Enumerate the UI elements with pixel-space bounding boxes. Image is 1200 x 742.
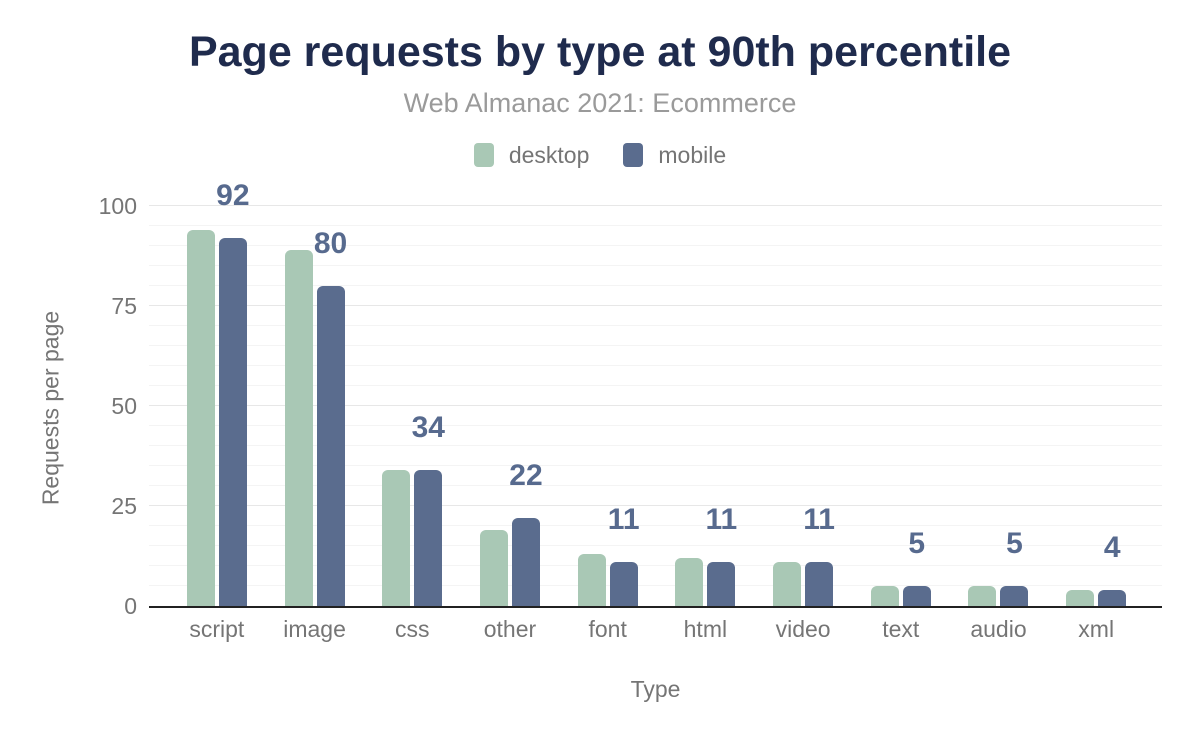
x-category-label-video: video <box>775 616 831 642</box>
gridline-minor-60 <box>149 365 1162 366</box>
gridline-major-100 <box>149 205 1162 206</box>
gridline-minor-55 <box>149 385 1162 386</box>
gridline-minor-85 <box>149 265 1162 266</box>
gridline-minor-95 <box>149 225 1162 226</box>
gridline-minor-90 <box>149 245 1162 246</box>
gridline-minor-10 <box>149 565 1162 566</box>
value-label-video: 11 <box>803 503 835 536</box>
value-label-other: 22 <box>509 459 543 492</box>
gridline-minor-35 <box>149 465 1162 466</box>
value-label-audio: 5 <box>1006 527 1023 560</box>
bar-mobile-xml: 4 <box>1098 533 1127 606</box>
value-label-text: 5 <box>908 527 926 560</box>
bar-desktop-script <box>186 230 215 606</box>
value-label-font: 11 <box>607 503 640 536</box>
category-slot-video: 11 <box>754 186 852 606</box>
legend-swatch-mobile <box>623 143 644 167</box>
chart-title: Page requests by type at 90th percentile <box>188 28 1012 76</box>
bar-mobile-text: 5 <box>902 529 931 606</box>
legend-label-desktop: desktop <box>508 141 590 168</box>
bar-desktop-other <box>479 530 508 606</box>
gridline-major-50 <box>149 405 1162 406</box>
bar-mobile-html: 11 <box>706 505 737 606</box>
category-slot-other: 22 <box>461 186 559 606</box>
bar-desktop-xml <box>1066 590 1095 606</box>
category-slot-audio: 5 <box>950 186 1048 606</box>
legend-item-desktop: desktop <box>473 141 590 169</box>
bar-mobile-script: 92 <box>216 181 250 606</box>
x-category-label-script: script <box>189 616 245 642</box>
category-slot-font: 11 <box>559 186 657 606</box>
y-tick-label-0: 0 <box>124 593 137 619</box>
y-tick-label-25: 25 <box>111 493 137 519</box>
bar-mobile-font: 11 <box>608 505 640 606</box>
y-tick-label-50: 50 <box>111 393 137 419</box>
bar-mobile-audio: 5 <box>1000 529 1029 606</box>
x-category-label-xml: xml <box>1078 616 1115 642</box>
y-axis-title: Requests per page <box>37 310 64 506</box>
category-slot-html: 11 <box>657 186 755 606</box>
x-category-label-text: text <box>882 616 920 642</box>
bar-slots: 92 80 34 22 11 11 11 5 5 4 <box>168 181 1145 606</box>
bar-desktop-audio <box>968 586 997 606</box>
gridline-minor-40 <box>149 445 1162 446</box>
x-axis-title: Type <box>630 676 681 702</box>
gridline-minor-45 <box>149 425 1162 426</box>
legend: desktop mobile <box>0 141 1200 169</box>
bar-desktop-text <box>870 586 899 606</box>
gridline-minor-30 <box>149 485 1162 486</box>
gridline-major-75 <box>149 305 1162 306</box>
bar-mobile-image: 80 <box>314 229 347 606</box>
bar-desktop-html <box>675 558 704 606</box>
bar-desktop-font <box>577 554 606 606</box>
bar-mobile-css: 34 <box>412 413 445 606</box>
bar-desktop-css <box>382 470 411 606</box>
category-slot-css: 34 <box>363 186 461 606</box>
category-slot-image: 80 <box>266 186 364 606</box>
value-label-script: 92 <box>216 179 250 212</box>
gridline-minor-80 <box>149 285 1162 286</box>
y-tick-label-75: 75 <box>111 293 137 319</box>
bar-mobile-video: 11 <box>803 505 835 606</box>
gridline-major-25 <box>149 505 1162 506</box>
category-slot-text: 5 <box>852 186 950 606</box>
gridline-minor-70 <box>149 325 1162 326</box>
chart-subtitle: Web Almanac 2021: Ecommerce <box>403 88 797 118</box>
x-category-label-html: html <box>683 616 728 642</box>
gridline-minor-5 <box>149 585 1162 586</box>
gridline-minor-65 <box>149 345 1162 346</box>
legend-label-mobile: mobile <box>658 141 727 168</box>
bar-desktop-video <box>773 562 802 606</box>
legend-item-mobile: mobile <box>623 142 726 169</box>
bar-mobile-other: 22 <box>509 461 543 606</box>
legend-swatch-desktop <box>473 143 494 167</box>
y-tick-label-100: 100 <box>98 193 137 219</box>
value-label-xml: 4 <box>1103 531 1121 564</box>
value-label-image: 80 <box>313 227 348 260</box>
x-category-label-audio: audio <box>970 616 1027 642</box>
x-category-label-css: css <box>395 616 430 642</box>
bar-desktop-image <box>284 250 313 606</box>
x-category-labels: script image css other font html video text audi… <box>168 616 1145 643</box>
category-slot-script: 92 <box>168 181 266 606</box>
value-label-css: 34 <box>411 411 445 444</box>
gridline-minor-20 <box>149 525 1162 526</box>
x-category-label-font: font <box>588 616 627 642</box>
x-category-label-image: image <box>283 616 346 642</box>
value-label-html: 11 <box>705 503 738 536</box>
gridline-minor-15 <box>149 545 1162 546</box>
x-category-label-other: other <box>483 616 537 642</box>
plot-area: 0 25 50 75 100 92 80 34 22 11 11 11 5 5 4 <box>99 181 1162 618</box>
category-slot-xml: 4 <box>1047 186 1145 606</box>
